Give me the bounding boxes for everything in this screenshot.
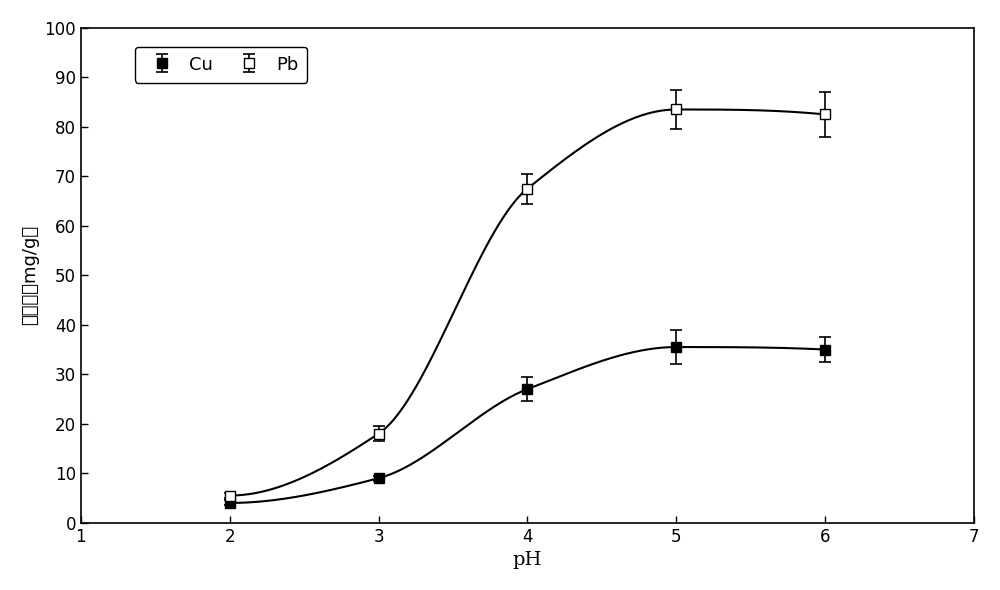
- Legend: Cu, Pb: Cu, Pb: [135, 47, 307, 83]
- X-axis label: pH: pH: [513, 551, 542, 569]
- Y-axis label: 吸附量（mg/g）: 吸附量（mg/g）: [21, 225, 39, 325]
